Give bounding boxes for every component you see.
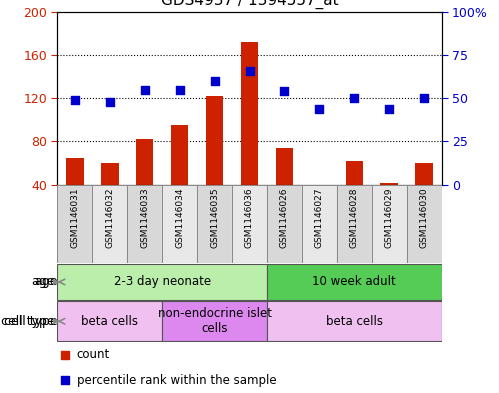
Text: GSM1146026: GSM1146026: [280, 187, 289, 248]
Text: 10 week adult: 10 week adult: [312, 275, 396, 288]
Bar: [197, 185, 232, 263]
Text: age: age: [34, 275, 57, 288]
Point: [315, 105, 323, 112]
Text: percentile rank within the sample: percentile rank within the sample: [77, 374, 276, 387]
Bar: [162, 301, 267, 341]
Bar: [310, 187, 328, 228]
Point: [246, 68, 253, 74]
Bar: [267, 301, 442, 341]
Bar: [57, 185, 92, 263]
Text: age: age: [31, 275, 55, 288]
Bar: [136, 139, 154, 228]
Bar: [337, 185, 372, 263]
Point: [141, 86, 149, 93]
Point: [211, 78, 219, 84]
Point: [420, 95, 428, 101]
Point: [61, 377, 69, 384]
Bar: [162, 185, 197, 263]
Bar: [267, 264, 442, 300]
Bar: [66, 158, 84, 228]
Text: non-endocrine islet
cells: non-endocrine islet cells: [158, 307, 271, 335]
Bar: [57, 264, 267, 300]
Text: GSM1146028: GSM1146028: [350, 187, 359, 248]
Point: [385, 105, 393, 112]
Bar: [206, 96, 224, 228]
Text: GSM1146036: GSM1146036: [245, 187, 254, 248]
Bar: [275, 148, 293, 228]
Bar: [415, 163, 433, 228]
Bar: [57, 301, 162, 341]
Text: beta cells: beta cells: [326, 315, 383, 328]
Title: GDS4937 / 1394557_at: GDS4937 / 1394557_at: [161, 0, 338, 9]
Point: [106, 99, 114, 105]
Bar: [127, 185, 162, 263]
Bar: [241, 42, 258, 228]
Text: GSM1146029: GSM1146029: [385, 187, 394, 248]
Text: GSM1146032: GSM1146032: [105, 187, 114, 248]
Bar: [372, 185, 407, 263]
Text: cell type: cell type: [4, 315, 57, 328]
Text: GSM1146035: GSM1146035: [210, 187, 219, 248]
Bar: [101, 163, 119, 228]
Bar: [92, 185, 127, 263]
Point: [61, 351, 69, 358]
Bar: [345, 161, 363, 228]
Text: GSM1146034: GSM1146034: [175, 187, 184, 248]
Bar: [380, 182, 398, 228]
Point: [176, 86, 184, 93]
Bar: [232, 185, 267, 263]
Text: GSM1146027: GSM1146027: [315, 187, 324, 248]
Point: [350, 95, 358, 101]
Bar: [407, 185, 442, 263]
Text: beta cells: beta cells: [81, 315, 138, 328]
Bar: [171, 125, 189, 228]
Point: [280, 88, 288, 94]
Bar: [267, 185, 302, 263]
Text: count: count: [77, 348, 110, 361]
Text: 2-3 day neonate: 2-3 day neonate: [114, 275, 211, 288]
Text: GSM1146031: GSM1146031: [70, 187, 79, 248]
Bar: [302, 185, 337, 263]
Text: GSM1146033: GSM1146033: [140, 187, 149, 248]
Text: GSM1146030: GSM1146030: [420, 187, 429, 248]
Point: [71, 97, 79, 103]
Text: cell type: cell type: [1, 315, 55, 328]
